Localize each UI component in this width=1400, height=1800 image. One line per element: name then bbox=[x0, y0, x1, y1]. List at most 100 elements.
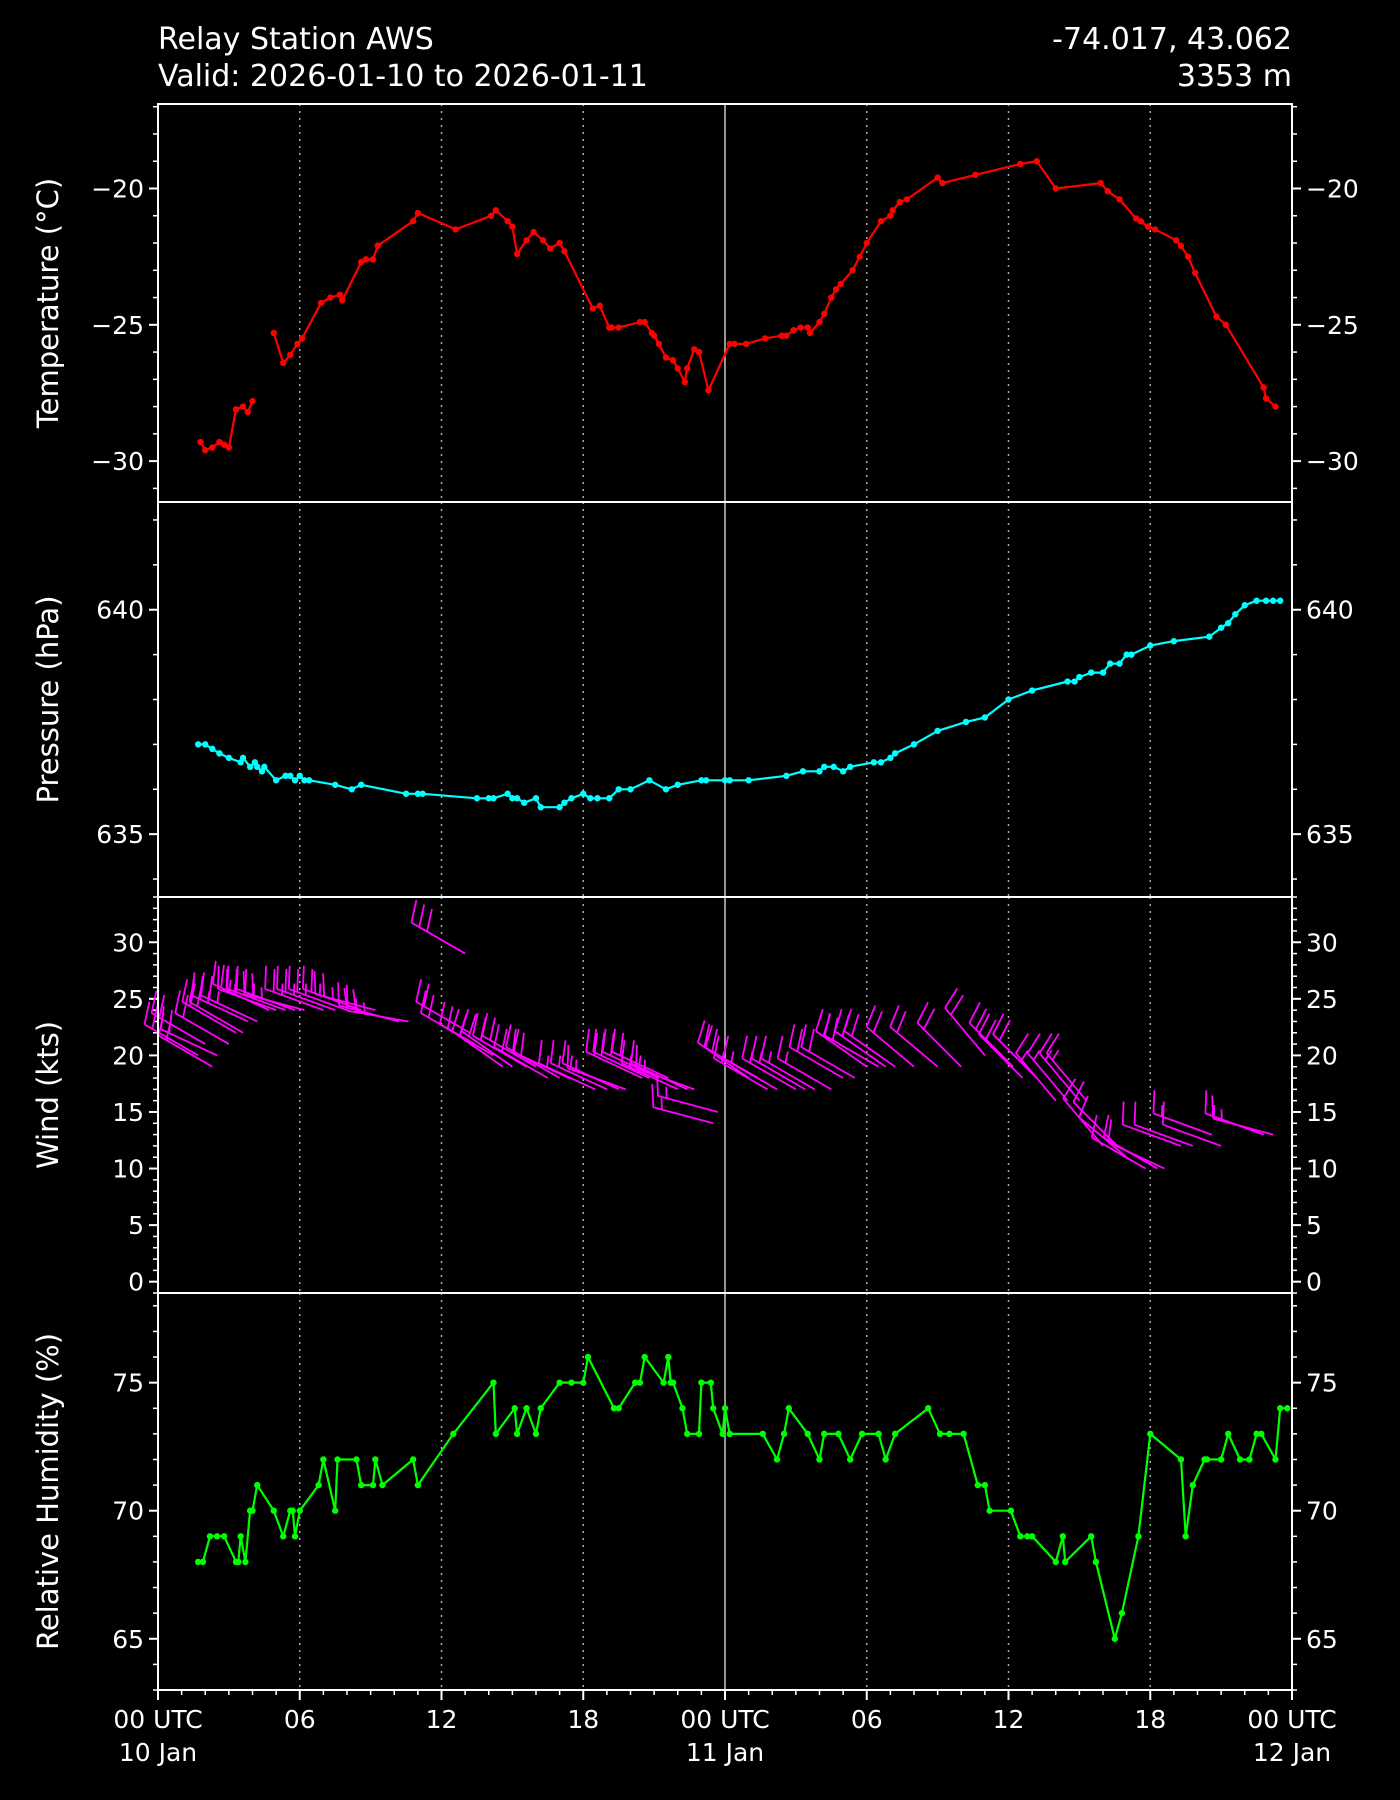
pressure-data-point bbox=[485, 795, 492, 802]
wind-barb-half-flag bbox=[784, 1051, 789, 1064]
pressure-tick-label-right: 635 bbox=[1306, 820, 1354, 849]
wind-barb-half-flag bbox=[546, 1055, 550, 1068]
wind-barb-staff bbox=[1045, 1052, 1088, 1102]
wind-barb-flag bbox=[182, 994, 189, 1018]
temperature-data-point bbox=[492, 207, 500, 214]
humidity-tick-label-left: 70 bbox=[112, 1497, 144, 1526]
wind-barb bbox=[276, 965, 336, 1011]
pressure-data-point bbox=[301, 777, 308, 784]
wind-barb bbox=[566, 1045, 627, 1091]
pressure-data-point bbox=[272, 777, 280, 784]
wind-barb bbox=[1090, 1114, 1146, 1170]
humidity-data-point bbox=[721, 1405, 729, 1412]
wind-barb bbox=[150, 990, 206, 1045]
pressure-data-point bbox=[291, 777, 299, 784]
humidity-data-point bbox=[409, 1456, 417, 1463]
wind-barb-staff bbox=[944, 1007, 986, 1056]
wind-barb bbox=[703, 1024, 759, 1079]
wind-barb-flag bbox=[284, 968, 288, 993]
humidity-data-point bbox=[610, 1405, 618, 1412]
temperature-tick-label-right: −20 bbox=[1306, 175, 1359, 204]
temperature-data-point bbox=[414, 209, 422, 217]
wind-barb bbox=[481, 1012, 537, 1068]
wind-barb bbox=[493, 1024, 549, 1079]
wind-barb-flag bbox=[703, 1024, 711, 1048]
wind-barb bbox=[823, 1012, 880, 1068]
wind-barb-staff bbox=[461, 1030, 513, 1068]
wind-barb bbox=[211, 960, 270, 1011]
humidity-data-point bbox=[660, 1379, 667, 1386]
humidity-series-line bbox=[198, 1355, 1288, 1640]
temperature-data-point bbox=[294, 340, 301, 348]
humidity-ylabel: Relative Humidity (%) bbox=[31, 1333, 65, 1650]
humidity-data-point bbox=[199, 1558, 207, 1566]
pressure-data-point bbox=[1099, 669, 1107, 676]
wind-barb-flag bbox=[1026, 1033, 1041, 1054]
wind-barb-staff bbox=[1091, 1136, 1146, 1170]
pressure-data-point bbox=[830, 763, 837, 771]
temperature-data-point bbox=[409, 218, 417, 225]
humidity-data-point bbox=[320, 1456, 327, 1463]
x-tick-label: 06 bbox=[851, 1705, 883, 1734]
wind-barb-flag bbox=[696, 1020, 706, 1043]
temperature-data-point bbox=[821, 310, 828, 318]
temperature-data-point bbox=[790, 327, 797, 334]
wind-barb-staff bbox=[1134, 1123, 1194, 1147]
temperature-data-point bbox=[695, 348, 703, 356]
pressure-data-point bbox=[1170, 637, 1178, 645]
pressure-data-point bbox=[1241, 602, 1248, 609]
pressure-data-point bbox=[934, 727, 941, 735]
wind-barb-staff bbox=[916, 1022, 962, 1068]
humidity-data-point bbox=[568, 1379, 575, 1386]
temperature-data-point bbox=[317, 299, 325, 307]
pressure-data-point bbox=[1028, 687, 1036, 694]
temperature-data-point bbox=[1017, 160, 1024, 168]
wind-barb-flag bbox=[168, 1009, 173, 1034]
wind-barb-half-flag bbox=[260, 987, 263, 999]
wind-tick-label-right: 10 bbox=[1306, 1155, 1338, 1184]
temperature-data-point bbox=[369, 256, 377, 263]
station-title: Relay Station AWS bbox=[158, 22, 434, 57]
humidity-data-point bbox=[804, 1430, 811, 1438]
pressure-data-point bbox=[594, 795, 601, 802]
wind-barb-flag bbox=[251, 973, 255, 997]
humidity-data-point bbox=[632, 1379, 639, 1386]
wind-barb-staff bbox=[741, 1057, 797, 1091]
temperature-data-point bbox=[1262, 395, 1270, 402]
wind-barb-staff bbox=[158, 1034, 213, 1068]
humidity-data-point bbox=[974, 1481, 981, 1489]
temperature-data-point bbox=[674, 365, 681, 372]
pressure-data-point bbox=[414, 790, 422, 797]
wind-barb-staff bbox=[722, 1057, 778, 1091]
wind-barb bbox=[1062, 1078, 1104, 1147]
humidity-tick-label-right: 70 bbox=[1306, 1497, 1338, 1526]
wind-barb bbox=[302, 965, 362, 1011]
pressure-tick-label-right: 640 bbox=[1306, 596, 1354, 625]
temperature-data-point bbox=[287, 351, 294, 358]
humidity-data-point bbox=[1092, 1558, 1100, 1566]
pressure-data-point bbox=[254, 763, 261, 771]
wind-barb-flag bbox=[1102, 1114, 1110, 1138]
wind-barb-flag bbox=[302, 965, 305, 989]
wind-barb-flag bbox=[537, 1040, 543, 1064]
temperature-data-point bbox=[889, 207, 896, 214]
wind-barb-flag bbox=[501, 1028, 508, 1052]
humidity-data-point bbox=[235, 1558, 242, 1566]
wind-barb-flag bbox=[592, 1028, 598, 1052]
wind-barb-flag bbox=[800, 1024, 808, 1048]
wind-tick-label-left: 20 bbox=[112, 1041, 144, 1070]
humidity-data-point bbox=[289, 1507, 296, 1514]
wind-barb-half-flag bbox=[1020, 1049, 1029, 1061]
temperature-data-point bbox=[556, 239, 563, 247]
wind-barb-staff bbox=[151, 1012, 206, 1045]
wind-barb-flag bbox=[174, 990, 181, 1014]
wind-barb bbox=[264, 965, 324, 1011]
pressure-data-point bbox=[910, 741, 918, 748]
temperature-data-point bbox=[934, 174, 941, 181]
wind-barb-half-flag bbox=[362, 1002, 366, 1014]
wind-barb bbox=[944, 987, 986, 1056]
temperature-data-point bbox=[239, 403, 247, 410]
wind-barb-flag bbox=[143, 1001, 151, 1025]
wind-barb-staff bbox=[713, 1057, 768, 1091]
